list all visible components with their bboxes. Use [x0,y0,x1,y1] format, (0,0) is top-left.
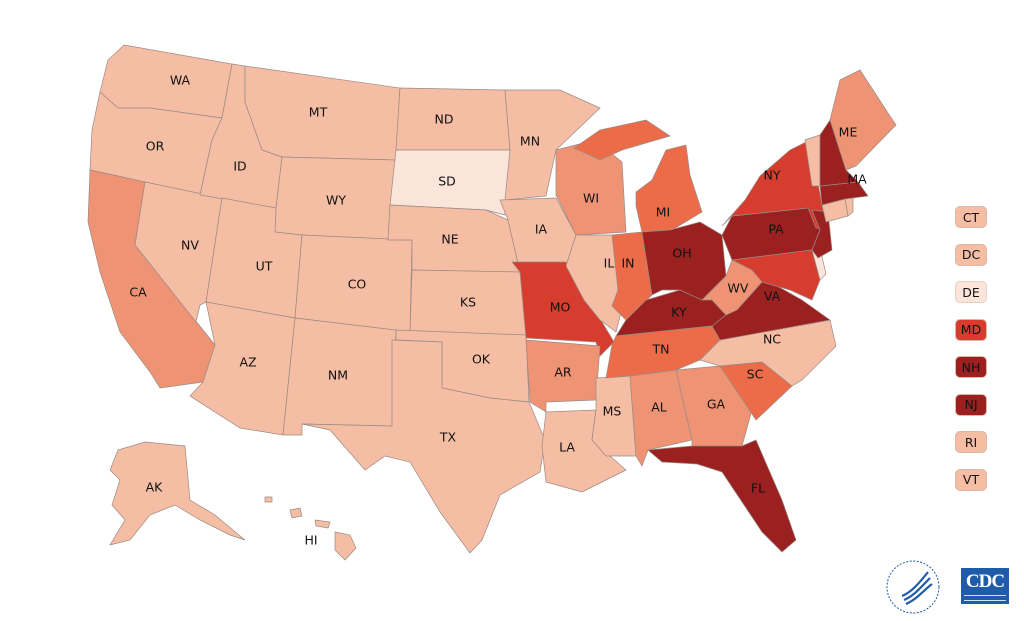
legend-item-de[interactable]: DE [955,281,987,303]
state-nm[interactable] [282,317,397,436]
hhs-logo [886,560,940,614]
state-mi[interactable] [573,119,703,233]
legend-item-md[interactable]: MD [955,318,987,341]
state-ak[interactable] [109,441,246,546]
state-label-hi: HI [304,533,317,548]
state-ks[interactable] [409,269,527,336]
state-tx[interactable] [301,339,546,554]
small-states-legend: CT DC DE MD NH NJ RI VT [955,206,987,506]
state-ms[interactable] [591,375,637,457]
cdc-logo: CDC [961,568,1009,604]
state-nd[interactable] [395,87,511,151]
state-me[interactable] [829,69,897,171]
legend-item-nh[interactable]: NH [955,356,987,378]
state-ar[interactable] [525,339,601,413]
state-fl[interactable] [647,439,797,553]
state-wa[interactable] [99,44,233,119]
state-mt[interactable] [244,65,401,161]
state-sd[interactable] [389,149,511,216]
state-nh[interactable] [819,119,859,187]
legend-item-ri[interactable]: RI [955,431,987,453]
state-hi[interactable] [264,496,357,561]
legend-item-vt[interactable]: VT [955,468,987,491]
state-mn[interactable] [504,89,601,201]
state-co[interactable] [294,234,413,333]
legend-item-ct[interactable]: CT [955,206,987,228]
state-wy[interactable] [274,156,397,241]
legend-item-nj[interactable]: NJ [955,393,987,416]
legend-item-dc[interactable]: DC [955,243,987,266]
